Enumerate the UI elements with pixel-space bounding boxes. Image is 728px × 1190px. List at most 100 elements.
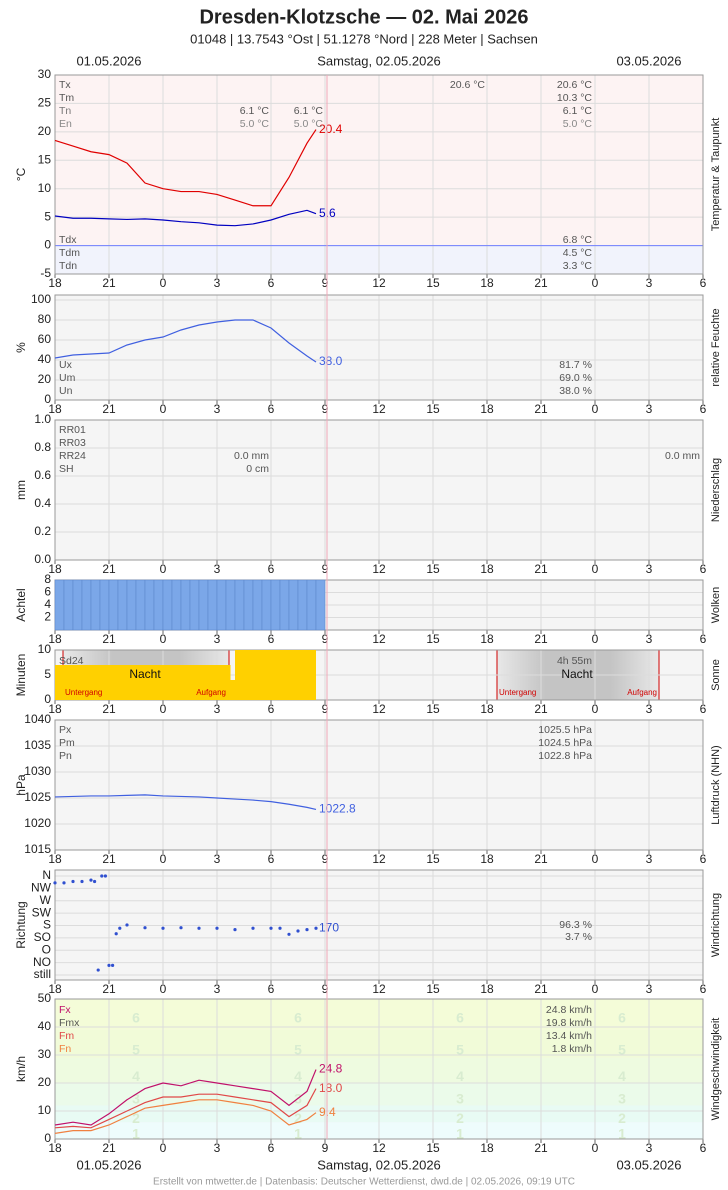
y-tick-label: 20 <box>38 372 52 386</box>
x-tick-label: 18 <box>48 702 62 716</box>
frame <box>54 419 704 561</box>
y-axis-label: % <box>14 342 28 353</box>
bar <box>279 579 290 631</box>
beaufort-label: 5 <box>294 1042 302 1058</box>
x-tick-label: 3 <box>646 1141 653 1155</box>
x-tick-label: 6 <box>700 982 707 996</box>
y-tick-label: 50 <box>38 991 52 1005</box>
point <box>278 926 282 930</box>
y-tick-label: 30 <box>38 67 52 81</box>
x-tick-label: 3 <box>646 852 653 866</box>
point <box>233 928 237 932</box>
bar <box>306 579 317 631</box>
x-tick-label: 3 <box>214 276 221 290</box>
x-tick-label: 21 <box>102 852 116 866</box>
x-tick-label: 6 <box>268 276 275 290</box>
x-tick-label: 21 <box>102 702 116 716</box>
point <box>71 879 75 884</box>
x-tick-label: 0 <box>160 852 167 866</box>
value-label: 38.0 <box>319 354 343 368</box>
bar <box>289 650 298 700</box>
bar <box>189 579 200 631</box>
annotation: Untergang <box>65 688 102 697</box>
bar <box>153 579 164 631</box>
y-tick-label: 0 <box>44 392 51 406</box>
bar <box>207 579 218 631</box>
frame <box>54 869 704 981</box>
annotation: 24.8 km/h <box>546 1004 592 1016</box>
bar <box>99 579 110 631</box>
y-tick-label: 1.0 <box>34 412 51 426</box>
x-tick-label: 18 <box>480 562 494 576</box>
annotation: 19.8 km/h <box>546 1017 592 1029</box>
x-tick-label: 21 <box>534 562 548 576</box>
y-tick-label: 8 <box>44 572 51 586</box>
y-tick-label: SO <box>34 930 51 944</box>
x-tick-label: 12 <box>372 702 386 716</box>
y-axis-label: km/h <box>14 1056 28 1082</box>
legend-entry: Fx <box>59 1004 71 1016</box>
bar <box>253 650 262 700</box>
x-tick-label: 3 <box>214 1141 221 1155</box>
point <box>107 963 111 967</box>
x-tick-label: 18 <box>48 1141 62 1155</box>
x-tick-label: 21 <box>534 632 548 646</box>
y-axis-label: mm <box>14 480 28 500</box>
panel-title: Wolken <box>710 587 722 623</box>
annotation: 5.0 °C <box>240 118 270 130</box>
point <box>143 926 147 930</box>
beaufort-label: 3 <box>618 1091 626 1107</box>
x-tick-label: 18 <box>480 276 494 290</box>
x-tick-label: 21 <box>102 632 116 646</box>
point <box>296 929 300 933</box>
x-tick-label: 15 <box>426 562 440 576</box>
annotation: 4h 55m <box>557 655 592 667</box>
y-tick-label: 0.0 <box>34 552 51 566</box>
x-tick-label: 3 <box>214 852 221 866</box>
date-left: 01.05.2026 <box>76 1157 141 1172</box>
x-tick-label: 12 <box>372 852 386 866</box>
data-line <box>54 1099 317 1134</box>
annotation: Tx <box>59 79 71 91</box>
y-tick-label: W <box>40 893 52 907</box>
date-mid: Samstag, 02.05.2026 <box>317 1157 441 1172</box>
x-tick-label: 18 <box>480 632 494 646</box>
annotation: Tn <box>59 105 71 117</box>
x-tick-label: 6 <box>700 1141 707 1155</box>
annotation: 6.1 °C <box>240 105 270 117</box>
frame <box>54 998 704 1140</box>
annotation: 81.7 % <box>559 359 592 371</box>
y-tick-label: 5 <box>44 209 51 223</box>
beaufort-label: 1 <box>456 1126 464 1142</box>
x-tick-label: 3 <box>646 632 653 646</box>
panel: 18 21 0 3 6 9 12 15 18 21 0 3 6 -5 0 5 10 15 20 25 30 °C Tempe… <box>14 67 722 290</box>
x-tick-label: 18 <box>480 702 494 716</box>
date-mid: Samstag, 02.05.2026 <box>317 53 441 68</box>
annotation: Nacht <box>561 667 593 681</box>
annotation: Ux <box>59 359 73 371</box>
y-tick-label: NO <box>33 955 51 969</box>
y-tick-label: 0 <box>44 1131 51 1145</box>
value-label: 170 <box>319 920 339 934</box>
x-tick-label: 0 <box>160 402 167 416</box>
y-tick-label: 2 <box>44 610 51 624</box>
x-tick-label: 18 <box>480 982 494 996</box>
x-tick-label: 3 <box>646 402 653 416</box>
annotation: Aufgang <box>627 688 657 697</box>
bar <box>216 579 227 631</box>
legend-entry: Fn <box>59 1043 71 1055</box>
x-tick-label: 12 <box>372 562 386 576</box>
annotation: 5.0 °C <box>563 118 593 130</box>
annotation: En <box>59 118 72 130</box>
x-tick-label: 12 <box>372 276 386 290</box>
bar <box>54 579 65 631</box>
date-right: 03.05.2026 <box>616 1157 681 1172</box>
y-tick-label: 0 <box>44 238 51 252</box>
y-tick-label: 0.6 <box>34 468 51 482</box>
annotation: 1025.5 hPa <box>538 724 592 736</box>
legend-entry: Fmx <box>59 1017 80 1029</box>
y-tick-label: 5 <box>44 667 51 681</box>
panel: 18 21 0 3 6 9 12 15 18 21 0 3 6 1015 1020 1025 1030 1035 1… <box>14 712 722 866</box>
footer: Erstellt von mtwetter.de | Datenbasis: D… <box>153 1177 575 1188</box>
